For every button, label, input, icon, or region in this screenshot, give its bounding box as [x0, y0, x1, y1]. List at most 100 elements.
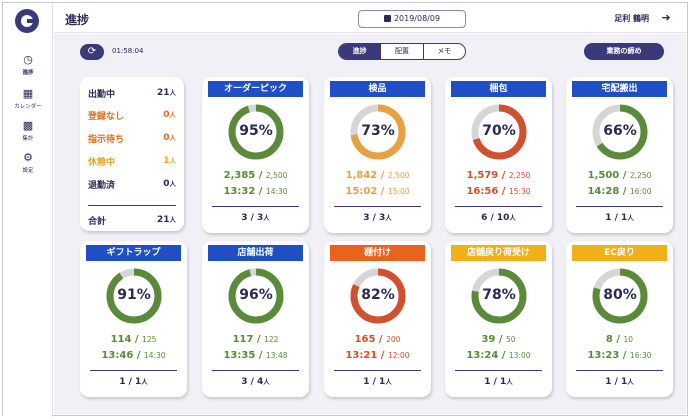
status-label: 指示待ち [88, 135, 125, 145]
ring-progress [106, 268, 162, 324]
divider [90, 370, 177, 371]
ring-progress [350, 268, 406, 324]
staff-count: 1 / 1人 [605, 213, 634, 223]
quantity: 1,842 / 2,500 [345, 170, 410, 181]
time: 13:24 / 13:00 [466, 350, 531, 361]
process-card[interactable]: 棚付け 82% 165 / 200 13:21 / 12:00 1 / 1人 [324, 241, 431, 397]
process-card[interactable]: 宅配搬出 66% 1,500 / 2,250 14:28 / 16:00 1 / 1人 [566, 77, 673, 233]
process-card[interactable]: 店舗出荷 96% 117 / 122 13:35 / 13:48 3 / 4人 [202, 241, 309, 397]
total-value: 21人 [156, 215, 176, 225]
sidebar-item-label: 設定 [22, 168, 34, 174]
ring-progress [228, 268, 284, 324]
ring-progress [350, 104, 406, 160]
ring-progress [471, 268, 527, 324]
progress-percent: 80% [603, 287, 637, 303]
status-label: 出勤中 [88, 90, 116, 100]
progress-percent: 95% [239, 123, 273, 139]
progress-percent: 70% [482, 123, 516, 139]
sidebar-item-label: 集計 [22, 136, 34, 142]
progress-ring [228, 268, 284, 324]
view-tabs: 進捗 配置 メモ [338, 43, 466, 60]
status-value: 21人 [156, 88, 176, 98]
calendar-icon [383, 15, 391, 22]
quantity: 114 / 125 [110, 334, 157, 345]
time: 13:32 / 14:30 [223, 186, 288, 197]
process-card[interactable]: EC戻り 80% 8 / 10 13:23 / 16:30 1 / 1人 [566, 241, 673, 397]
card-title: EC戻り [572, 245, 667, 261]
status-row: 登録なし 0人 [88, 109, 176, 123]
quantity: 39 / 50 [481, 334, 516, 345]
progress-ring [471, 268, 527, 324]
process-card[interactable]: オーダーピック 95% 2,385 / 2,500 13:32 / 14:30 3 / … [202, 77, 309, 233]
tab-memo[interactable]: メモ [422, 44, 465, 59]
time: 13:35 / 13:48 [223, 350, 288, 361]
progress-percent: 91% [117, 287, 151, 303]
quantity: 117 / 122 [232, 334, 279, 345]
divider [455, 206, 542, 207]
calendar-icon: ▦ [22, 87, 34, 100]
progress-ring [471, 104, 527, 160]
sidebar: ◷ 進捗 ▦ カレンダー ▩ 集計 ⚙ 設定 [3, 3, 53, 417]
divider [576, 206, 663, 207]
status-value: 0人 [163, 110, 176, 120]
close-work-button[interactable]: 業務の締め [584, 43, 664, 60]
sidebar-item-settings[interactable]: ⚙ 設定 [3, 151, 53, 183]
app-window: ◷ 進捗 ▦ カレンダー ▩ 集計 ⚙ 設定 進捗 2019/08/09 足利 … [2, 2, 688, 417]
sidebar-item-label: 進捗 [22, 70, 34, 76]
time: 16:56 / 15:30 [466, 186, 531, 197]
progress-ring [592, 104, 648, 160]
time: 15:02 / 15:00 [345, 186, 410, 197]
progress-ring [350, 104, 406, 160]
status-total: 合計 21人 [88, 214, 176, 228]
user-name: 足利 鶴明 [614, 14, 649, 23]
status-value: 1人 [163, 156, 176, 166]
staff-count: 3 / 3人 [241, 213, 270, 223]
process-card[interactable]: ギフトラップ 91% 114 / 125 13:46 / 14:30 1 / 1人 [80, 241, 187, 397]
staff-count: 1 / 1人 [605, 377, 634, 387]
timer: 01:58:04 [112, 47, 144, 55]
divider [455, 370, 542, 371]
card-title: 検品 [330, 81, 425, 97]
sidebar-item-summary[interactable]: ▩ 集計 [3, 119, 53, 151]
date-value: 2019/08/09 [393, 14, 441, 23]
sidebar-item-progress[interactable]: ◷ 進捗 [3, 53, 53, 85]
logout-icon[interactable]: ➜ [661, 11, 671, 24]
quantity: 165 / 200 [354, 334, 401, 345]
process-card[interactable]: 梱包 70% 1,579 / 2,250 16:56 / 15:30 6 / 10人 [445, 77, 552, 233]
divider [334, 206, 421, 207]
time: 13:46 / 14:30 [101, 350, 166, 361]
process-card[interactable]: 検品 73% 1,842 / 2,500 15:02 / 15:00 3 / 3人 [324, 77, 431, 233]
chart-icon: ▩ [22, 119, 34, 132]
staff-count: 1 / 1人 [119, 377, 148, 387]
progress-ring [228, 104, 284, 160]
progress-icon: ◷ [23, 53, 33, 66]
tab-placement[interactable]: 配置 [380, 44, 422, 59]
staff-count: 3 / 3人 [363, 213, 392, 223]
ring-progress [228, 104, 284, 160]
sidebar-item-label: カレンダー [14, 104, 42, 110]
card-title: 宅配搬出 [572, 81, 667, 97]
status-value: 0人 [163, 133, 176, 143]
card-title: 店舗出荷 [208, 245, 303, 261]
tab-progress[interactable]: 進捗 [339, 44, 381, 59]
progress-ring [106, 268, 162, 324]
refresh-button[interactable]: ⟳ [80, 44, 104, 60]
divider [88, 205, 176, 206]
card-title: ギフトラップ [86, 245, 181, 261]
attendance-status-card: 出勤中 21人 登録なし 0人 指示待ち 0人 休憩中 1人 退勤済 0人 合計 21人 [80, 77, 184, 231]
date-picker[interactable]: 2019/08/09 [358, 10, 466, 28]
progress-ring [592, 268, 648, 324]
refresh-icon: ⟳ [87, 46, 97, 57]
main-content: ⟳ 01:58:04 進捗 配置 メモ 業務の締め 出勤中 21人 登録なし 0人 指示… [54, 34, 686, 414]
status-label: 登録なし [88, 112, 125, 122]
quantity: 2,385 / 2,500 [223, 170, 288, 181]
process-card[interactable]: 店舗戻り荷受け 78% 39 / 50 13:24 / 13:00 1 / 1人 [445, 241, 552, 397]
status-row: 指示待ち 0人 [88, 132, 176, 146]
sidebar-item-calendar[interactable]: ▦ カレンダー [3, 87, 53, 119]
divider [334, 370, 421, 371]
quantity: 1,500 / 2,250 [587, 170, 652, 181]
divider [212, 370, 299, 371]
status-row: 休憩中 1人 [88, 155, 176, 169]
staff-count: 6 / 10人 [481, 213, 516, 223]
ring-progress [592, 104, 648, 160]
